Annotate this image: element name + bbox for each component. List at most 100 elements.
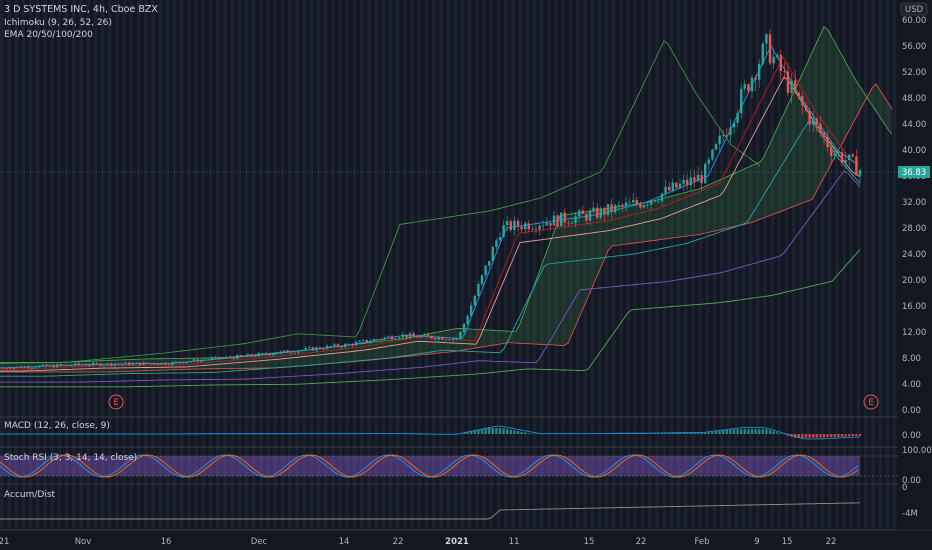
candle-body [772, 56, 775, 64]
candle-body [380, 339, 383, 341]
price-axis[interactable] [898, 0, 932, 530]
candle-body [304, 347, 307, 350]
time-tick: 11 [509, 537, 520, 547]
candle-body [419, 335, 422, 338]
candle-body [740, 88, 743, 114]
candle-body [790, 80, 793, 93]
ichimoku-legend[interactable]: Ichimoku (9, 26, 52, 26) [4, 18, 112, 28]
macd-bar [686, 433, 689, 434]
candle-body [117, 364, 120, 365]
macd-bar [675, 433, 678, 434]
macd-bar [462, 432, 466, 434]
time-axis[interactable] [0, 531, 932, 550]
candle-body [761, 43, 764, 64]
session-stripe [612, 0, 616, 530]
earnings-marker[interactable]: E [863, 394, 879, 410]
candle-body [9, 368, 12, 370]
candle-body [747, 84, 750, 92]
candle-body [527, 223, 530, 230]
session-stripe [770, 0, 774, 530]
candle-body [585, 213, 588, 221]
stoch-legend[interactable]: Stoch RSI (3, 3, 14, 14, close) [4, 453, 137, 463]
candle-body [218, 357, 221, 359]
macd-bar [498, 428, 502, 434]
session-stripe [756, 0, 760, 530]
session-stripe [108, 0, 112, 530]
macd-bar [477, 430, 480, 434]
earnings-marker[interactable]: E [108, 394, 124, 410]
macd-zero-tick: 0.00 [902, 431, 921, 441]
stoch-lines [0, 454, 859, 478]
candle-body [23, 366, 26, 368]
session-stripe [331, 0, 335, 530]
candle-body [743, 84, 746, 89]
session-stripe [367, 0, 371, 530]
session-stripe [590, 0, 594, 530]
candle-body [189, 361, 192, 363]
candle-body [628, 202, 631, 204]
candle-body [552, 215, 556, 226]
macd-bar [614, 433, 617, 434]
session-stripe [208, 0, 213, 530]
macd-legend[interactable]: MACD (12, 26, close, 9) [4, 421, 110, 431]
candle-body [495, 240, 498, 248]
candle-body [531, 228, 534, 230]
session-stripe [482, 0, 486, 530]
candle-body [513, 220, 516, 231]
macd-bar [758, 429, 761, 434]
candle-body [441, 337, 444, 340]
candle-body [153, 363, 156, 365]
session-stripe [597, 0, 602, 530]
ema-legend[interactable]: EMA 20/50/100/200 [4, 30, 93, 40]
macd-bar [527, 433, 530, 434]
macd-bar [524, 432, 527, 434]
session-stripe [432, 0, 436, 530]
candle-body [408, 333, 412, 338]
session-stripe [583, 0, 587, 530]
candle-body [516, 220, 520, 227]
candle-body [167, 364, 170, 366]
candle-body [412, 333, 415, 336]
time-tick: 16 [161, 537, 172, 547]
candle-body [344, 343, 347, 348]
session-stripe [727, 0, 731, 530]
candle-body [182, 362, 185, 364]
candle-body [268, 354, 271, 356]
candle-body [286, 350, 289, 353]
candle-body [621, 204, 624, 207]
candle-body [700, 174, 703, 184]
macd-bar [635, 433, 638, 434]
senkou-span-a [0, 26, 893, 363]
candle-body [81, 364, 84, 366]
candle-body [178, 361, 181, 363]
session-stripe [316, 0, 321, 530]
candle-body [239, 355, 242, 356]
candle-body [545, 222, 548, 226]
candle-body [74, 363, 77, 366]
accum-legend[interactable]: Accum/Dist [4, 490, 56, 500]
macd-bar [668, 433, 671, 434]
macd-bar [797, 434, 800, 438]
candle-body [599, 208, 602, 218]
candle-body [437, 337, 440, 340]
candle-body [232, 357, 235, 359]
time-axis-ticks: 21 Nov 16 Dec 14 22 2021 11 15 22 Feb 9 15 22 [0, 537, 836, 547]
candle-body [765, 34, 768, 44]
time-tick: Nov [75, 537, 92, 547]
session-stripe [554, 0, 558, 530]
macd-bar [664, 433, 667, 434]
session-stripe [187, 0, 191, 530]
candle-body [336, 344, 340, 347]
session-stripe [712, 0, 717, 530]
session-stripe [244, 0, 249, 530]
candle-body [466, 315, 469, 324]
macd-bar [488, 428, 491, 434]
session-stripe [532, 0, 537, 530]
session-stripe [50, 0, 54, 530]
candle-body [502, 225, 505, 238]
macd-bar [531, 433, 534, 435]
candle-body [214, 357, 217, 359]
candle-body [624, 202, 628, 207]
candle-body [92, 362, 95, 366]
